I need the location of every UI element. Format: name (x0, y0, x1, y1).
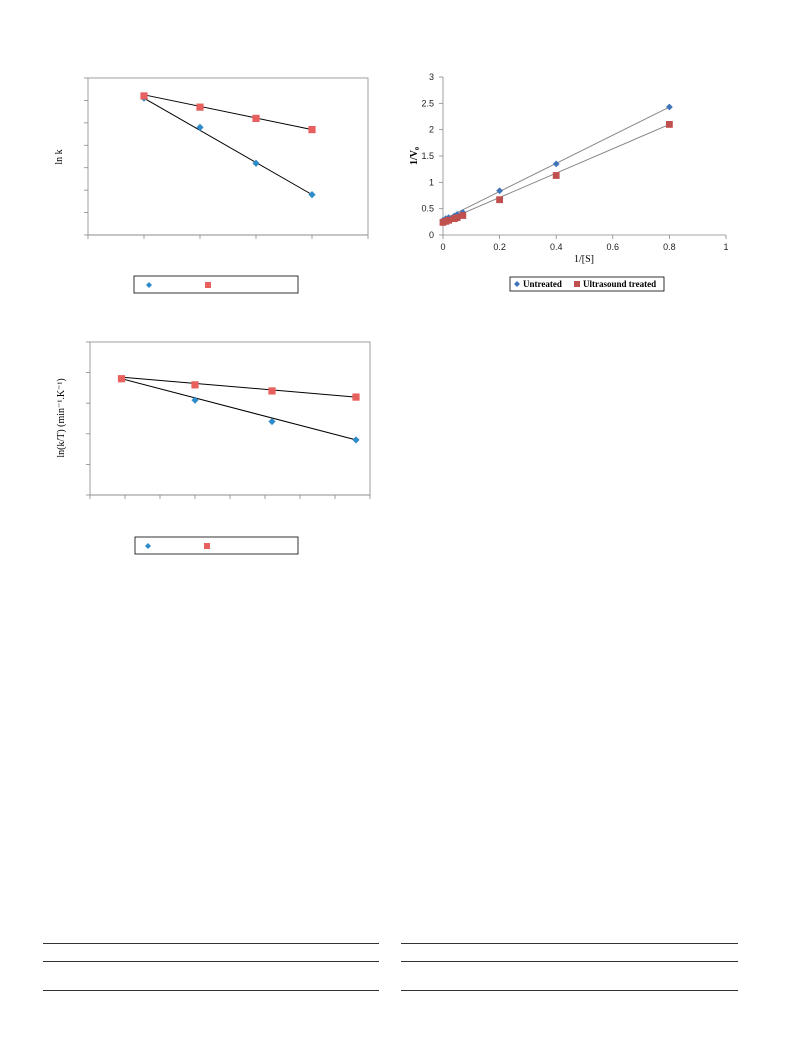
trend-line (143, 94, 313, 131)
data-point (352, 393, 360, 401)
data-point (453, 214, 461, 222)
legend-marker (204, 543, 210, 549)
x-tick-label: 1 (723, 242, 728, 252)
trend-line (143, 97, 313, 196)
data-point (666, 121, 673, 128)
table-rule-mid-left (43, 961, 379, 962)
x-tick-label: 0.2 (493, 242, 506, 252)
trend-line (121, 376, 357, 398)
x-tick-label: 0 (440, 242, 445, 252)
legend-box (509, 276, 665, 292)
plot-area (87, 77, 369, 236)
chart-ln-k-over-t: ln(k/T) (min⁻¹.K⁻¹) (56, 341, 371, 555)
data-point (308, 191, 316, 199)
data-point (196, 123, 204, 131)
chart-lineweaver-burk: 1/V₀ 1/[S] 00.511.522.53 0 0.2 0.4 0.6 0.8 1 … (409, 72, 729, 292)
data-point (496, 196, 503, 204)
data-point (445, 216, 453, 224)
y-tick-label: 1.5 (421, 151, 434, 161)
data-point (552, 160, 560, 168)
y-tick-label: 1 (429, 177, 434, 187)
x-tick-label: 0.6 (607, 242, 620, 252)
data-point (252, 114, 260, 122)
data-point (552, 172, 560, 179)
chart-ln-k: ln k (54, 77, 369, 294)
legend-label: Ultrasound treated (583, 279, 656, 289)
data-point (196, 103, 204, 111)
legend-box (134, 536, 299, 555)
y-tick-label: 0.5 (421, 204, 434, 214)
table-rule-top-right (401, 943, 738, 944)
data-point (459, 212, 467, 219)
table-rule-bottom-left (43, 990, 379, 991)
data-point (268, 417, 276, 426)
y-tick-label: 3 (429, 72, 434, 82)
data-point (268, 387, 276, 395)
y-tick-label: 2.5 (421, 98, 434, 108)
legend-marker (145, 543, 151, 549)
table-rule-top-left (43, 943, 379, 944)
x-axis-label: 1/[S] (574, 254, 594, 265)
y-axis-label: ln k (54, 149, 65, 164)
y-axis-label: 1/V₀ (409, 147, 420, 165)
legend-marker (574, 281, 580, 287)
trend-line (121, 378, 357, 441)
data-point (308, 125, 316, 134)
table-rule-bottom-right (401, 990, 738, 991)
legend-marker (514, 281, 520, 287)
x-tick-label: 0.8 (663, 242, 676, 252)
legend-label: Untreated (523, 279, 562, 289)
data-point (191, 381, 199, 389)
y-axis-label: ln(k/T) (min⁻¹.K⁻¹) (56, 378, 67, 457)
x-tick-label: 0.4 (550, 242, 563, 252)
y-tick-label: 0 (429, 230, 434, 240)
data-point (496, 187, 503, 195)
legend-marker (205, 282, 211, 288)
legend-box (133, 275, 299, 294)
y-tick-label: 2 (429, 125, 434, 135)
data-point (666, 103, 673, 111)
plot-area (89, 341, 371, 496)
data-point (252, 159, 260, 167)
data-point (140, 92, 148, 100)
table-rule-mid-right (401, 961, 738, 962)
data-point (117, 375, 126, 383)
legend-marker (146, 282, 152, 288)
